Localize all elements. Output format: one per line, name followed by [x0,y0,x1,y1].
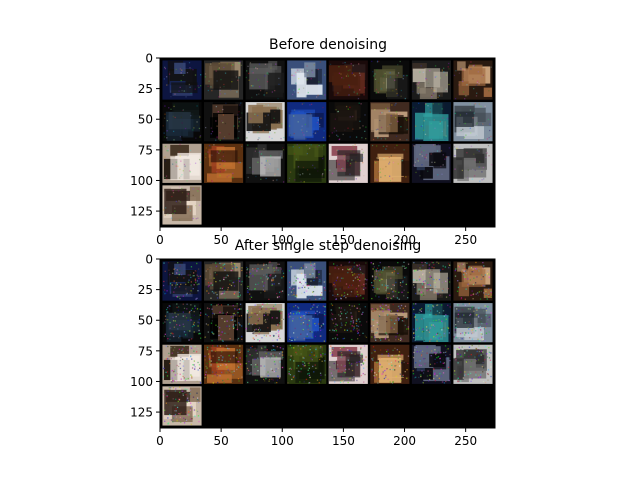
x-tick-label: 150 [332,233,355,247]
image-tile [162,143,202,183]
image-tile [411,143,451,183]
y-tick-label: 25 [138,283,153,297]
image-tile [287,261,327,301]
image-tile [453,344,493,384]
axes-frame-before [159,57,496,228]
subplot-after-denoising: 0 50 100 150 200 250 0 25 50 75 100 125 [130,253,496,448]
image-tile [370,303,410,343]
image-tile [370,143,410,183]
image-tile [328,303,368,343]
image-tile [162,303,202,343]
image-grid-after [160,259,495,428]
x-tick-label: 150 [332,434,355,448]
image-tile [411,102,451,142]
image-tile [287,344,327,384]
x-tick-label: 0 [156,233,164,247]
y-tick-label: 100 [130,375,153,389]
x-ticks-before: 0 50 100 150 200 250 [156,227,477,247]
image-tile [245,261,285,301]
image-tile [204,143,244,183]
image-tile [162,185,202,225]
image-tile [245,344,285,384]
image-tile [245,303,285,343]
x-tick-label: 200 [393,434,416,448]
image-tile [204,60,244,100]
image-tile [287,102,327,142]
x-tick-label: 250 [454,233,477,247]
image-tile [370,60,410,100]
image-tile [370,102,410,142]
image-grid-before [160,58,495,227]
chart-title-after: After single step denoising [235,238,421,254]
image-tile [162,102,202,142]
image-tile [328,60,368,100]
x-tick-label: 50 [213,233,228,247]
image-tile [204,344,244,384]
image-tile [245,60,285,100]
y-tick-label: 100 [130,174,153,188]
y-tick-label: 25 [138,82,153,96]
y-tick-label: 125 [130,205,153,219]
image-tile [245,102,285,142]
image-tile [411,344,451,384]
image-tile [411,60,451,100]
image-tile [453,303,493,343]
image-tile [453,261,493,301]
chart-title-before: Before denoising [269,37,387,53]
image-tile [411,261,451,301]
image-tile [328,102,368,142]
y-tick-label: 75 [138,143,153,157]
y-tick-label: 125 [130,406,153,420]
image-tile [245,143,285,183]
image-tile [328,344,368,384]
subplot-before-denoising: 0 50 100 150 200 250 0 25 50 75 100 125 [130,52,496,247]
x-tick-label: 0 [156,434,164,448]
y-tick-label: 0 [145,52,153,66]
image-tile [453,102,493,142]
image-tile [204,303,244,343]
y-ticks-after: 0 25 50 75 100 125 [130,253,160,420]
image-tile [328,261,368,301]
axes-frame-after [159,258,496,429]
image-tile [162,344,202,384]
x-tick-label: 100 [271,233,294,247]
image-tile [162,386,202,426]
x-tick-label: 100 [271,434,294,448]
x-tick-label: 250 [454,434,477,448]
y-tick-label: 50 [138,314,153,328]
image-tile [162,60,202,100]
image-tile [287,303,327,343]
x-ticks-after: 0 50 100 150 200 250 [156,428,477,448]
image-tile [370,344,410,384]
y-ticks-before: 0 25 50 75 100 125 [130,52,160,219]
image-tile [287,60,327,100]
image-tile [328,143,368,183]
y-tick-label: 50 [138,113,153,127]
image-tile [162,261,202,301]
image-tile [370,261,410,301]
image-tile [287,143,327,183]
image-tile [411,303,451,343]
image-tile [204,261,244,301]
image-tile [204,102,244,142]
image-tile [453,143,493,183]
x-tick-label: 50 [213,434,228,448]
image-tile [453,60,493,100]
y-tick-label: 75 [138,344,153,358]
y-tick-label: 0 [145,253,153,267]
x-tick-label: 200 [393,233,416,247]
